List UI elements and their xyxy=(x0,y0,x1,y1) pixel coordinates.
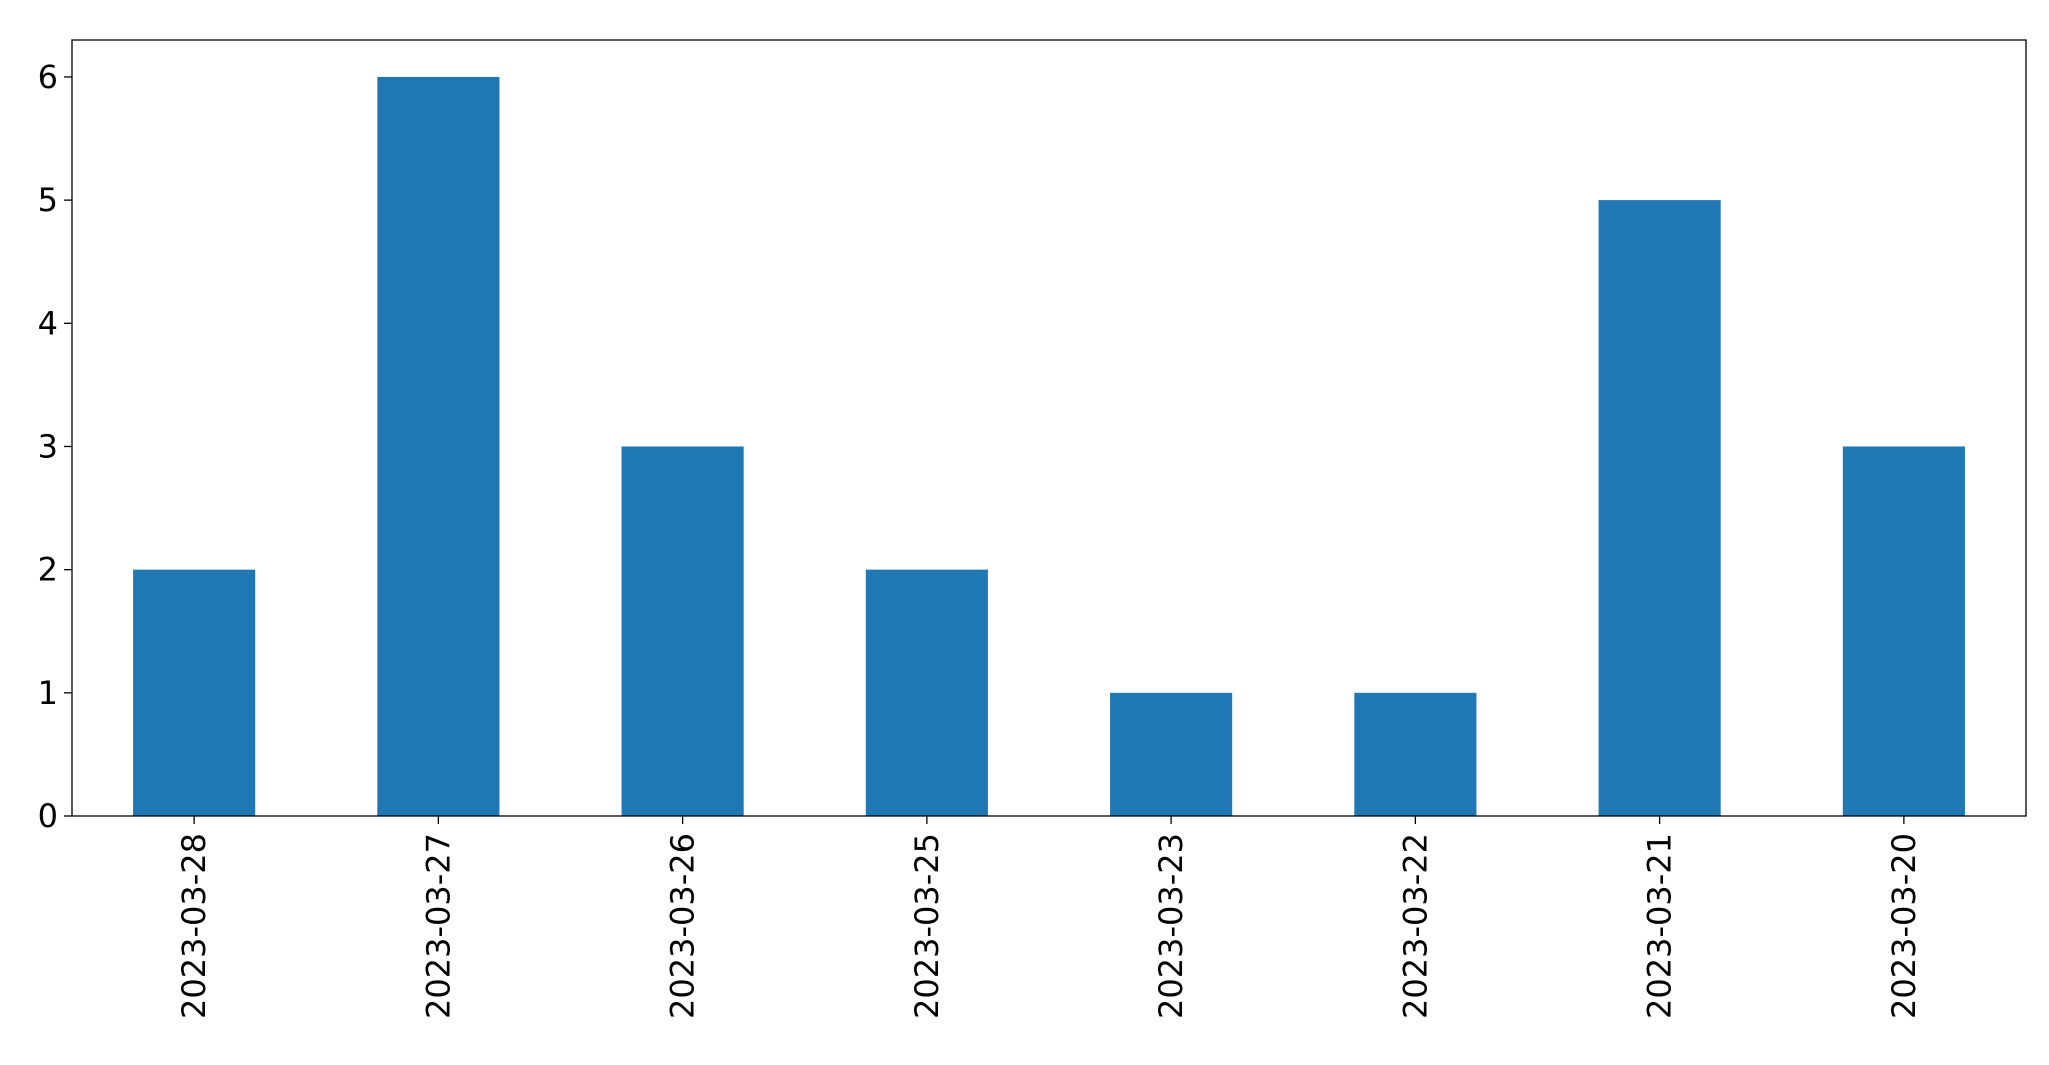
bar-2023-03-23 xyxy=(1110,692,1233,816)
x-tick-label: 2023-03-25 xyxy=(908,833,946,1019)
y-tick-label: 2 xyxy=(38,551,58,589)
y-axis: 0 1 2 3 4 5 6 xyxy=(38,58,72,835)
bar-2023-03-22 xyxy=(1354,692,1477,816)
plot-frame xyxy=(71,39,2027,817)
y-tick-label: 1 xyxy=(38,674,58,712)
bars-layer xyxy=(133,76,1965,817)
x-tick-label: 2023-03-21 xyxy=(1641,833,1679,1019)
x-tick-label: 2023-03-26 xyxy=(664,833,702,1019)
y-tick-label: 3 xyxy=(38,427,58,465)
bar-2023-03-20 xyxy=(1842,446,1965,816)
bar-2023-03-27 xyxy=(377,76,500,816)
y-tick-label: 6 xyxy=(38,58,58,96)
x-axis: 2023-03-28 2023-03-27 2023-03-26 2023-03-25… xyxy=(175,816,1923,1019)
y-tick-label: 5 xyxy=(38,181,58,219)
bar-2023-03-25 xyxy=(865,569,988,816)
y-tick-label: 4 xyxy=(38,304,58,342)
y-tick-label: 0 xyxy=(38,797,58,835)
bar-2023-03-28 xyxy=(133,569,256,816)
bar-2023-03-21 xyxy=(1598,200,1721,817)
x-tick-label: 2023-03-23 xyxy=(1152,833,1190,1019)
x-tick-label: 2023-03-20 xyxy=(1885,833,1923,1019)
x-tick-label: 2023-03-28 xyxy=(175,833,213,1019)
x-tick-label: 2023-03-27 xyxy=(419,833,457,1019)
x-tick-label: 2023-03-22 xyxy=(1396,833,1434,1019)
bar-2023-03-26 xyxy=(621,446,744,816)
